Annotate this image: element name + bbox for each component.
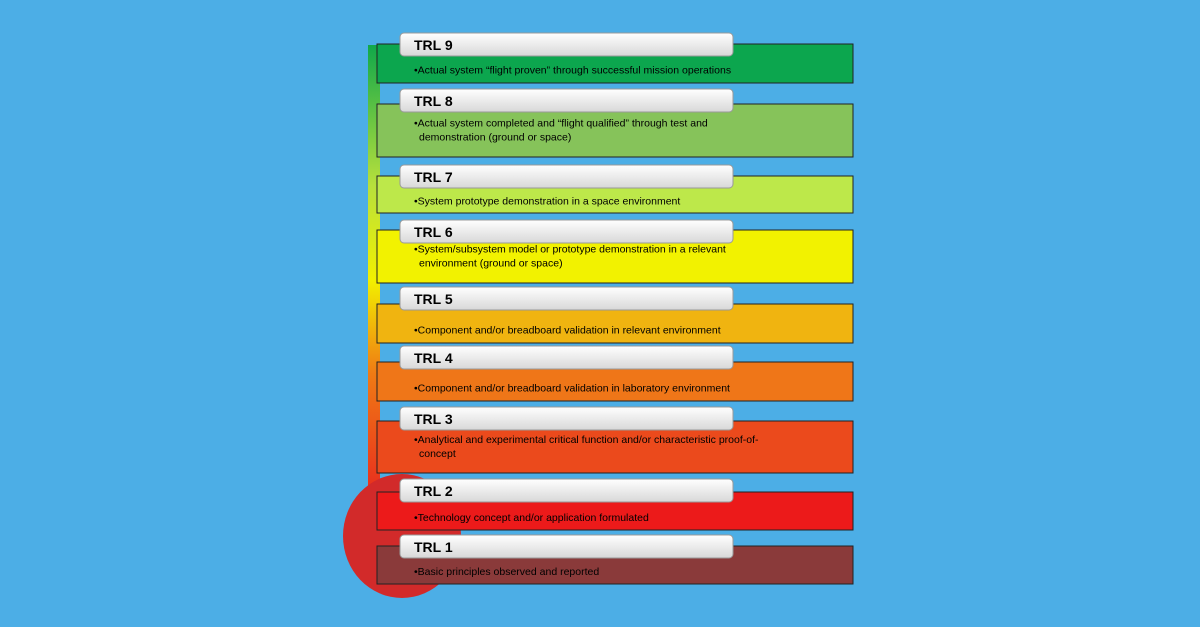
level: TRL 8 •Actual system completed and “fligh… bbox=[376, 88, 854, 158]
level: TRL 6 •System/subsystem model or prototyp… bbox=[376, 219, 854, 284]
level-pill bbox=[399, 286, 734, 311]
level: TRL 4 •Component and/or breadboard valida… bbox=[376, 345, 854, 402]
level: TRL 9 •Actual system “flight proven” thro… bbox=[376, 32, 854, 84]
level-description: •Actual system “flight proven” through s… bbox=[414, 65, 731, 77]
level-pill bbox=[399, 88, 734, 113]
level-label: TRL 6 bbox=[414, 224, 453, 240]
level-description: demonstration (ground or space) bbox=[419, 132, 571, 144]
level-description: •System prototype demonstration in a spa… bbox=[414, 196, 680, 208]
level-description: •Component and/or breadboard validation … bbox=[414, 383, 730, 395]
level-description: •System/subsystem model or prototype dem… bbox=[414, 244, 726, 256]
level-label: TRL 1 bbox=[414, 539, 453, 555]
level: TRL 2 •Technology concept and/or applicat… bbox=[376, 478, 854, 531]
level-description: environment (ground or space) bbox=[419, 258, 563, 270]
level: TRL 3 •Analytical and experimental critic… bbox=[376, 406, 854, 474]
level-description: •Technology concept and/or application f… bbox=[414, 512, 649, 524]
level-description: •Analytical and experimental critical fu… bbox=[414, 434, 759, 446]
level-label: TRL 4 bbox=[414, 350, 453, 366]
level-pill bbox=[399, 534, 734, 559]
level-pill bbox=[399, 32, 734, 57]
level-label: TRL 8 bbox=[414, 93, 453, 109]
level-label: TRL 5 bbox=[414, 291, 453, 307]
level-label: TRL 3 bbox=[414, 411, 453, 427]
level: TRL 7 •System prototype demonstration in … bbox=[376, 164, 854, 214]
level: TRL 1 •Basic principles observed and repo… bbox=[376, 534, 854, 585]
level-label: TRL 9 bbox=[414, 37, 453, 53]
level-description: •Basic principles observed and reported bbox=[414, 566, 599, 578]
level-description: •Component and/or breadboard validation … bbox=[414, 325, 721, 337]
level-pill bbox=[399, 478, 734, 503]
level-pill bbox=[399, 219, 734, 244]
level-description: •Actual system completed and “flight qua… bbox=[414, 118, 708, 130]
levels: TRL 9 •Actual system “flight proven” thro… bbox=[376, 32, 854, 585]
level-pill bbox=[399, 345, 734, 370]
level-label: TRL 7 bbox=[414, 169, 453, 185]
level: TRL 5 •Component and/or breadboard valida… bbox=[376, 286, 854, 344]
level-label: TRL 2 bbox=[414, 483, 453, 499]
level-description: concept bbox=[419, 448, 456, 460]
level-pill bbox=[399, 164, 734, 189]
level-pill bbox=[399, 406, 734, 431]
level-box bbox=[376, 103, 854, 158]
